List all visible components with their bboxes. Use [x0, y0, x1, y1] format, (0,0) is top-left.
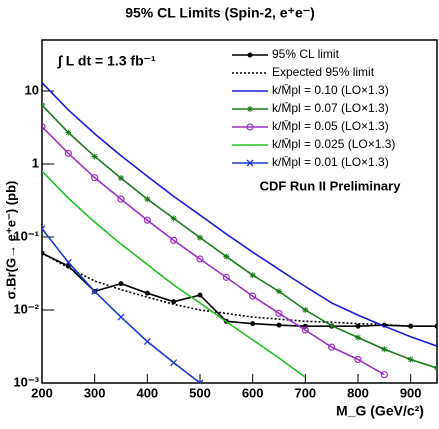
- legend-label: k/M̄pl = 0.10 (LO×1.3): [272, 83, 389, 97]
- marker: [197, 292, 203, 298]
- series-line: [42, 82, 437, 347]
- marker: [247, 52, 253, 58]
- x-tick-label: 500: [189, 385, 211, 400]
- series-line: [42, 104, 437, 369]
- y-axis-label: σ.Br(G→ e⁺e⁻) (pb): [3, 181, 18, 300]
- marker: [407, 356, 414, 363]
- legend-label: k/M̄pl = 0.05 (LO×1.3): [272, 119, 389, 133]
- plot-area: [42, 82, 437, 383]
- y-tick-label: 1: [32, 155, 39, 170]
- marker: [302, 307, 309, 314]
- x-axis-label: M_G (GeV/c²): [336, 403, 424, 419]
- marker: [42, 123, 46, 131]
- legend-label: Expected 95% limit: [272, 65, 375, 79]
- series-line: [42, 126, 385, 376]
- marker: [434, 365, 437, 372]
- marker: [91, 153, 98, 160]
- marker: [144, 196, 151, 203]
- plot-frame: [41, 39, 438, 384]
- marker: [143, 338, 151, 345]
- y-tick-label: 10⁻²: [13, 301, 39, 316]
- x-tick-label: 300: [84, 385, 106, 400]
- marker: [117, 313, 125, 321]
- legend-label: 95% CL limit: [272, 47, 340, 61]
- legend-label: k/M̄pl = 0.025 (LO×1.3): [272, 137, 395, 151]
- marker: [64, 258, 72, 266]
- marker: [380, 371, 388, 379]
- marker: [117, 195, 125, 203]
- marker: [301, 326, 309, 334]
- x-tick-label: 600: [242, 385, 264, 400]
- marker: [171, 299, 177, 305]
- marker: [91, 174, 99, 182]
- marker: [249, 272, 256, 279]
- marker: [355, 323, 361, 329]
- marker: [381, 346, 388, 353]
- marker: [118, 281, 124, 287]
- marker: [170, 236, 178, 244]
- series-line: [42, 252, 437, 327]
- marker: [196, 255, 204, 263]
- legend-label: k/M̄pl = 0.07 (LO×1.3): [272, 101, 389, 115]
- marker: [65, 129, 72, 136]
- marker: [328, 322, 335, 329]
- y-tick-label: 10⁻¹: [13, 228, 39, 243]
- marker: [247, 106, 253, 112]
- legend-label: k/M̄pl = 0.01 (LO×1.3): [272, 155, 389, 169]
- marker: [249, 292, 257, 300]
- marker: [64, 149, 72, 157]
- x-tick-label: 900: [400, 385, 422, 400]
- marker: [91, 287, 99, 295]
- marker: [143, 216, 151, 224]
- marker: [196, 379, 204, 383]
- marker: [223, 253, 230, 260]
- marker: [170, 359, 178, 367]
- marker: [42, 225, 46, 233]
- marker: [246, 123, 254, 131]
- series-line: [42, 170, 306, 378]
- x-tick-label: 700: [294, 385, 316, 400]
- marker: [118, 175, 124, 182]
- marker: [355, 334, 361, 341]
- series-line: [42, 252, 437, 327]
- chart-title: 95% CL Limits (Spin-2, e⁺e⁻): [125, 5, 315, 21]
- marker: [197, 234, 203, 241]
- marker: [276, 322, 282, 328]
- x-tick-label: 400: [136, 385, 158, 400]
- marker: [246, 159, 254, 167]
- marker: [170, 215, 177, 222]
- y-tick-label: 10⁻³: [13, 374, 39, 389]
- cdf-annotation: CDF Run II Preliminary: [260, 178, 402, 193]
- marker: [144, 290, 150, 296]
- marker: [42, 102, 45, 109]
- x-tick-label: 200: [31, 385, 53, 400]
- marker: [222, 273, 230, 281]
- marker: [354, 355, 362, 364]
- marker: [276, 288, 282, 295]
- x-tick-label: 800: [347, 385, 369, 400]
- y-tick-label: 10: [25, 82, 39, 97]
- marker: [250, 321, 256, 327]
- luminosity-annotation: ∫ L dt = 1.3 fb⁻¹: [57, 53, 156, 70]
- marker: [275, 309, 283, 317]
- marker: [328, 343, 336, 351]
